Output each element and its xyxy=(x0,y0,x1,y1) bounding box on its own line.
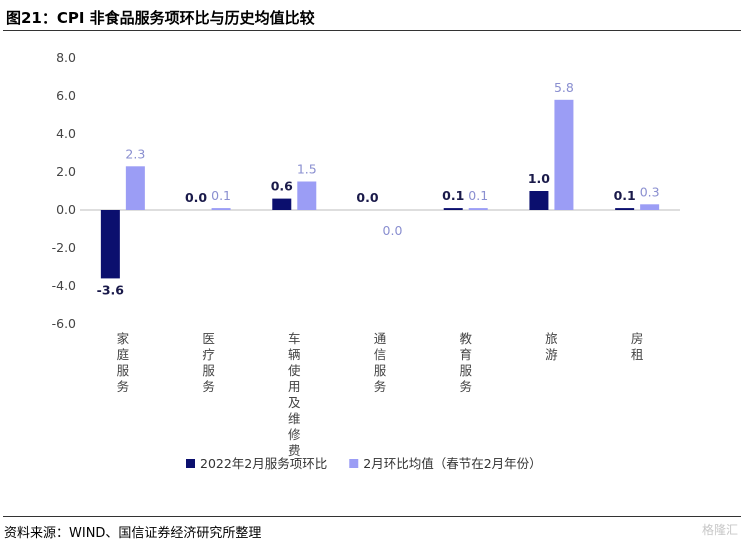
x-tick-label: 服 xyxy=(459,363,472,378)
data-label: 0.3 xyxy=(640,184,660,199)
data-label: 5.8 xyxy=(554,80,574,95)
x-tick-label: 及 xyxy=(288,395,301,410)
bar xyxy=(468,208,488,210)
x-tick-label: 维 xyxy=(288,411,301,426)
x-tick-label: 租 xyxy=(631,347,644,362)
bar xyxy=(529,191,549,210)
y-tick-label: 8.0 xyxy=(56,50,76,65)
figure-title: 图21：CPI 非食品服务项环比与历史均值比较 xyxy=(6,9,315,27)
bar xyxy=(640,204,660,210)
bar xyxy=(443,208,463,210)
x-tick-label: 费 xyxy=(288,443,301,458)
bar xyxy=(100,210,120,279)
data-label: 1.0 xyxy=(528,171,550,186)
watermark-logo: 格隆汇 xyxy=(701,523,738,537)
y-tick-label: -6.0 xyxy=(52,316,76,331)
data-label: 1.5 xyxy=(297,162,317,177)
x-tick-label: 务 xyxy=(117,379,130,394)
data-label: 0.0 xyxy=(383,223,403,238)
x-tick-label: 育 xyxy=(459,347,472,362)
x-tick-label: 教 xyxy=(459,331,472,346)
x-tick-label: 通 xyxy=(374,331,387,346)
legend-swatch xyxy=(186,459,195,468)
legend-swatch xyxy=(349,459,359,468)
x-tick-label: 用 xyxy=(288,379,301,394)
x-tick-label: 服 xyxy=(374,363,387,378)
chart-header: 图21：CPI 非食品服务项环比与历史均值比较 xyxy=(3,0,741,31)
bar xyxy=(297,181,317,210)
x-tick-label: 旅 xyxy=(545,331,558,346)
x-tick-label: 家 xyxy=(117,331,130,346)
data-label: 0.1 xyxy=(211,188,231,203)
bar xyxy=(615,208,635,210)
bar xyxy=(554,99,574,210)
x-tick-label: 房 xyxy=(631,331,644,346)
x-tick-label: 务 xyxy=(459,379,472,394)
x-tick-label: 信 xyxy=(374,347,387,362)
bar xyxy=(125,166,145,210)
y-tick-label: 6.0 xyxy=(56,88,76,103)
data-label: 0.6 xyxy=(271,179,293,194)
x-tick-label: 庭 xyxy=(117,347,130,362)
bar xyxy=(211,208,231,210)
x-tick-label: 医 xyxy=(202,331,215,346)
data-label: 0.0 xyxy=(356,190,378,205)
y-tick-label: 2.0 xyxy=(56,164,76,179)
data-label: 0.0 xyxy=(185,190,207,205)
data-label: 2.3 xyxy=(125,146,145,161)
data-label: 0.1 xyxy=(442,188,464,203)
bar xyxy=(272,198,292,210)
legend-label: 2022年2月服务项环比 xyxy=(200,456,327,471)
y-tick-label: -4.0 xyxy=(52,278,76,293)
x-tick-label: 游 xyxy=(545,347,558,362)
x-tick-label: 务 xyxy=(202,379,215,394)
x-tick-label: 辆 xyxy=(288,347,301,362)
legend-label: 2月环比均值（春节在2月年份） xyxy=(363,456,541,471)
x-tick-label: 服 xyxy=(202,363,215,378)
x-tick-label: 疗 xyxy=(202,347,215,362)
data-label: 0.1 xyxy=(614,188,636,203)
x-tick-label: 使 xyxy=(288,363,301,378)
source-note: 资料来源：WIND、国信证券经济研究所整理 xyxy=(4,526,262,541)
data-label: -3.6 xyxy=(97,282,125,297)
x-tick-label: 服 xyxy=(117,363,130,378)
x-tick-label: 车 xyxy=(288,331,301,346)
footer-divider xyxy=(3,516,741,517)
data-label: 0.1 xyxy=(468,188,488,203)
x-tick-label: 务 xyxy=(374,379,387,394)
y-tick-label: 0.0 xyxy=(56,202,76,217)
y-tick-label: 4.0 xyxy=(56,126,76,141)
bar-chart: 8.06.04.02.00.0-2.0-4.0-6.0-3.62.3家庭服务0.… xyxy=(52,50,680,471)
x-tick-label: 修 xyxy=(288,427,301,442)
y-tick-label: -2.0 xyxy=(52,240,76,255)
